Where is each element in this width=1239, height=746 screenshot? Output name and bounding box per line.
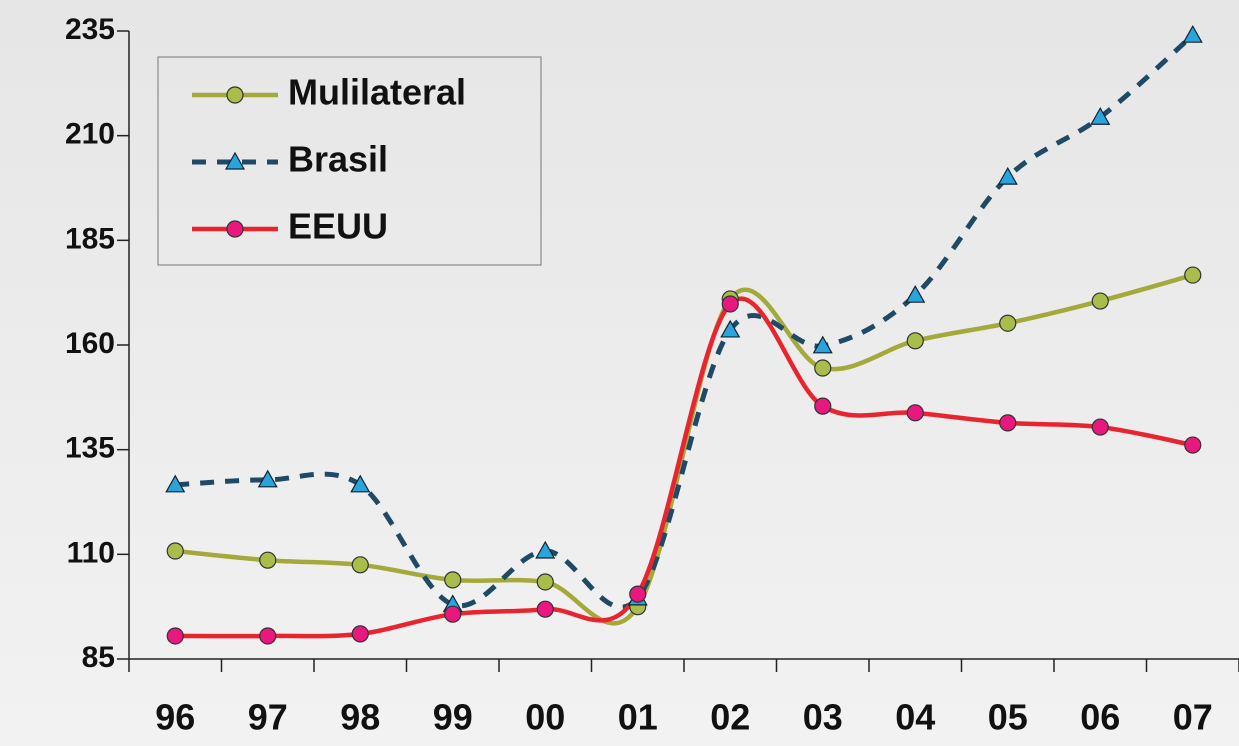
point [536,600,554,618]
series-line [175,33,1195,610]
y-tick-label: 85 [82,641,115,674]
point [1090,107,1111,125]
point [535,540,556,559]
x-tick-label: 98 [340,697,380,738]
point [999,414,1017,432]
point [906,332,924,350]
x-tick-label: 07 [1173,697,1213,738]
x-tick-label: 06 [1080,697,1120,738]
point [720,319,741,338]
y-tick-label: 160 [65,327,115,360]
point [1091,292,1109,310]
y-tick-label: 235 [65,13,115,46]
point [999,314,1017,332]
legend-marker [224,151,246,170]
x-tick-label: 02 [710,697,750,738]
y-tick-label: 110 [67,536,115,569]
point [350,474,371,493]
y-tick-label: 135 [65,432,115,465]
point [166,627,184,645]
point [351,625,369,643]
legend-label: Brasil [288,139,388,180]
x-tick-label: 01 [618,697,658,738]
y-tick-label: 210 [65,118,115,151]
point [444,571,462,589]
point [259,627,277,645]
point [629,585,647,603]
point [351,556,369,574]
x-tick-label: 04 [895,697,935,738]
point [165,474,186,493]
point [906,404,924,422]
legend-marker [226,220,244,238]
x-tick-label: 05 [988,697,1028,738]
point [1091,418,1109,436]
legend-marker [226,86,244,104]
x-tick-label: 96 [155,697,195,738]
legend-label: Mulilateral [288,72,466,113]
y-tick-label: 185 [65,222,115,255]
point [812,335,833,354]
legend-box [157,56,542,266]
legend-label: EEUU [288,206,388,247]
point [1184,436,1202,454]
point [257,469,278,488]
x-tick-label: 03 [803,697,843,738]
point [1182,24,1203,43]
point [1184,266,1202,284]
point [814,359,832,377]
point [997,166,1018,185]
point [444,605,462,623]
x-tick-label: 00 [525,697,565,738]
point [166,542,184,560]
point [905,284,926,303]
x-tick-label: 97 [248,697,288,738]
point [721,295,739,313]
x-tick-label: 99 [433,697,473,738]
point [814,397,832,415]
point [259,551,277,569]
point [536,573,554,591]
